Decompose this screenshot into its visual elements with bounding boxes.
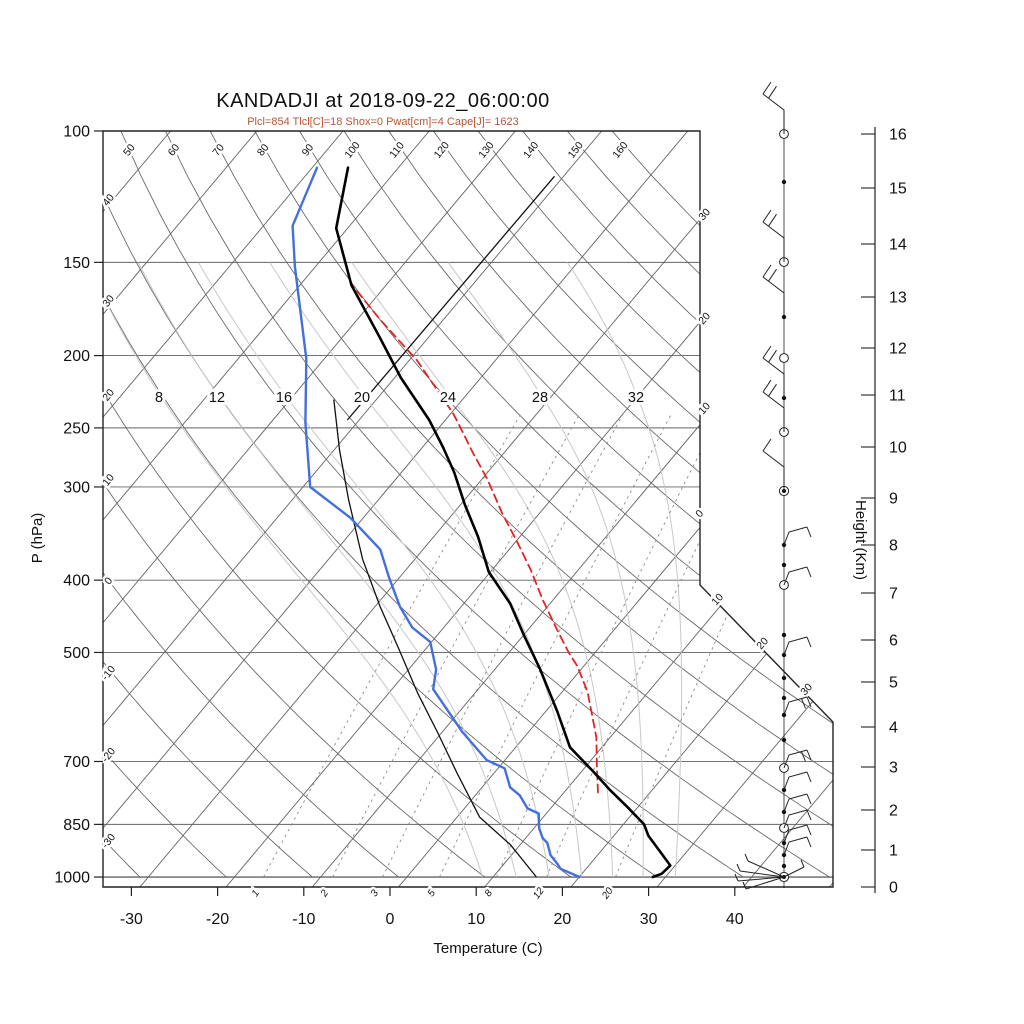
svg-text:850: 850 <box>63 817 90 834</box>
svg-text:60: 60 <box>166 142 183 159</box>
svg-text:8: 8 <box>889 538 898 555</box>
svg-text:20: 20 <box>696 310 713 327</box>
svg-text:13: 13 <box>889 290 907 307</box>
svg-text:5: 5 <box>889 675 898 692</box>
svg-text:Temperature (C): Temperature (C) <box>433 940 542 957</box>
svg-text:7: 7 <box>889 586 898 603</box>
svg-text:10: 10 <box>709 591 726 608</box>
svg-text:40: 40 <box>726 911 744 928</box>
svg-text:8: 8 <box>155 390 163 406</box>
svg-text:160: 160 <box>610 139 630 160</box>
svg-text:12: 12 <box>889 341 907 358</box>
svg-text:1: 1 <box>250 888 262 899</box>
svg-text:30: 30 <box>640 911 658 928</box>
svg-text:12: 12 <box>531 885 547 901</box>
svg-text:0: 0 <box>386 911 395 928</box>
svg-text:10: 10 <box>889 440 907 457</box>
svg-text:120: 120 <box>432 139 452 160</box>
svg-text:0: 0 <box>889 880 898 897</box>
svg-text:Height (Km): Height (Km) <box>852 500 869 580</box>
svg-text:28: 28 <box>532 390 548 406</box>
svg-text:0: 0 <box>102 575 115 587</box>
svg-text:5: 5 <box>426 888 438 899</box>
svg-text:140: 140 <box>521 139 541 160</box>
svg-text:16: 16 <box>889 127 907 144</box>
svg-text:20: 20 <box>754 635 771 652</box>
svg-text:150: 150 <box>63 255 90 272</box>
svg-text:-30: -30 <box>99 831 118 850</box>
svg-text:32: 32 <box>628 390 644 406</box>
svg-text:10: 10 <box>467 911 485 928</box>
svg-text:700: 700 <box>63 754 90 771</box>
svg-text:100: 100 <box>63 124 90 141</box>
svg-text:2: 2 <box>889 803 898 820</box>
svg-text:P (hPa): P (hPa) <box>29 513 46 564</box>
svg-text:100: 100 <box>342 139 362 160</box>
svg-text:30: 30 <box>798 681 815 698</box>
svg-text:150: 150 <box>566 139 586 160</box>
svg-text:110: 110 <box>387 140 407 161</box>
svg-text:3: 3 <box>889 760 898 777</box>
svg-text:250: 250 <box>63 420 90 437</box>
svg-text:3: 3 <box>369 888 381 899</box>
svg-text:70: 70 <box>210 142 227 159</box>
svg-text:15: 15 <box>889 181 907 198</box>
svg-text:16: 16 <box>276 390 292 406</box>
svg-text:-30: -30 <box>120 911 143 928</box>
svg-text:90: 90 <box>300 142 317 159</box>
chart-subtitle: Plcl=854 Tlcl[C]=18 Shox=0 Pwat[cm]=4 Ca… <box>247 116 519 128</box>
svg-text:4: 4 <box>889 720 898 737</box>
svg-text:20: 20 <box>600 885 616 902</box>
svg-text:24: 24 <box>440 390 456 406</box>
svg-text:20: 20 <box>354 390 370 406</box>
svg-text:11: 11 <box>889 388 906 405</box>
svg-text:50: 50 <box>121 142 138 159</box>
svg-text:10: 10 <box>696 400 713 417</box>
svg-text:300: 300 <box>63 479 90 496</box>
svg-text:12: 12 <box>209 390 225 406</box>
chart-title: KANDADJI at 2018-09-22_06:00:00 <box>216 90 550 112</box>
svg-text:-10: -10 <box>99 663 118 682</box>
svg-text:2: 2 <box>318 888 331 900</box>
svg-text:14: 14 <box>889 237 907 254</box>
svg-text:8: 8 <box>483 888 495 899</box>
svg-text:1000: 1000 <box>54 870 90 887</box>
svg-text:400: 400 <box>63 573 90 590</box>
svg-text:-10: -10 <box>292 911 315 928</box>
svg-text:20: 20 <box>554 911 572 928</box>
svg-text:200: 200 <box>63 348 90 365</box>
svg-text:-20: -20 <box>206 911 229 928</box>
svg-text:9: 9 <box>889 491 898 508</box>
svg-text:1: 1 <box>889 843 898 860</box>
svg-text:6: 6 <box>889 633 898 650</box>
svg-text:500: 500 <box>63 645 90 662</box>
